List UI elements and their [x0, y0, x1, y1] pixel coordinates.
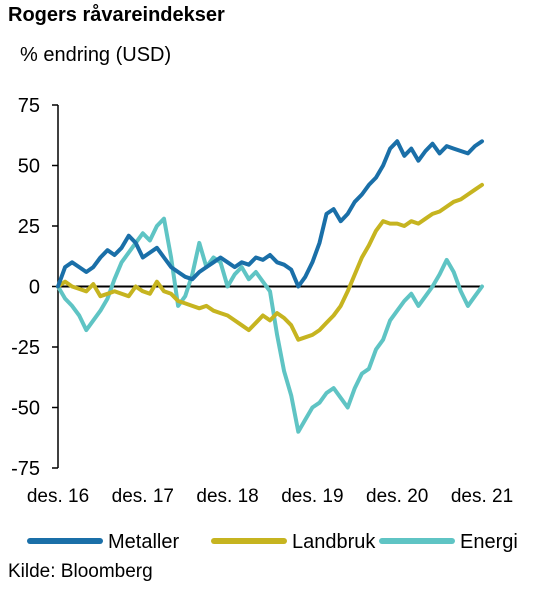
- y-axis-unit-label: % endring (USD): [20, 44, 172, 66]
- y-tick-label: 25: [18, 216, 40, 238]
- x-tick-label: des. 18: [196, 486, 258, 507]
- y-tick-label: 0: [29, 277, 40, 299]
- source-note: Kilde: Bloomberg: [8, 561, 153, 582]
- legend-label-metaller: Metaller: [108, 531, 179, 553]
- y-tick-label: -50: [11, 398, 40, 420]
- y-tick-label: 75: [18, 95, 40, 117]
- legend-label-landbruk: Landbruk: [292, 531, 376, 553]
- axes: 75 50 25 0 -25 -50 -75 des. 16 des. 17 des. 18 des…: [11, 95, 513, 507]
- y-tick-label: -75: [11, 458, 40, 480]
- legend-label-energi: Energi: [460, 531, 518, 553]
- x-tick-label: des. 21: [451, 486, 513, 507]
- y-tick-label: 50: [18, 156, 40, 178]
- series-line-landbruk: [56, 182, 484, 342]
- series-line-metaller: [56, 139, 484, 289]
- chart-title: Rogers råvareindekser: [8, 4, 225, 26]
- series-lines: [56, 139, 484, 434]
- x-tick-label: des. 17: [112, 486, 174, 507]
- line-chart: 75 50 25 0 -25 -50 -75 des. 16 des. 17 des. 18 des…: [11, 95, 518, 553]
- legend: Metaller Landbruk Energi: [27, 531, 518, 553]
- y-tick-label: -25: [11, 337, 40, 359]
- x-tick-label: des. 20: [366, 486, 428, 507]
- x-tick-label: des. 16: [27, 486, 89, 507]
- x-tick-label: des. 19: [281, 486, 343, 507]
- series-line-energi: [56, 216, 484, 434]
